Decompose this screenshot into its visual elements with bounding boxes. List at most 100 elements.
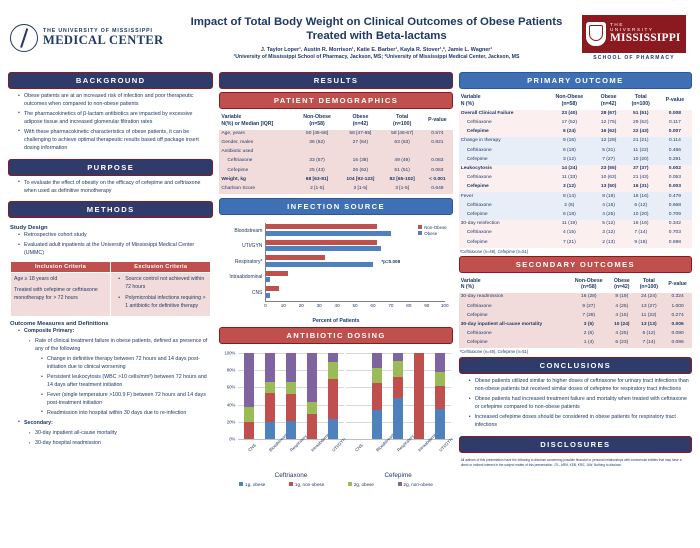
col-variable-l1: Variable bbox=[221, 114, 242, 120]
chart-y-tick: 100% bbox=[224, 350, 236, 356]
cell-total: 63 (63) bbox=[394, 140, 410, 145]
list-item: Retrospective cohort study bbox=[18, 232, 211, 240]
cell-variable: Overall Clinical Failure bbox=[460, 110, 514, 116]
cell-nonobese: 33 (57) bbox=[309, 158, 325, 164]
um-logo-line2: UNIVERSITY bbox=[610, 27, 654, 33]
cell-obese: 10 (24) bbox=[614, 321, 630, 327]
cell-total: 82 [65-102] bbox=[389, 176, 415, 182]
chart-legend-item: Obese bbox=[418, 231, 446, 236]
chart-bar bbox=[266, 239, 377, 245]
col-nonobese-l1: Non-Obese bbox=[574, 277, 603, 284]
cell-obese: 2 (13) bbox=[602, 239, 615, 245]
background-body: Obese patients are at an increased risk … bbox=[8, 92, 213, 159]
chart-y-tick: 20% bbox=[226, 419, 236, 425]
chart-stacked-bar bbox=[414, 352, 425, 439]
chart-x-tick: 10 bbox=[280, 302, 286, 308]
table-row: Cefepime 6 (24) 16 (62) 22 (43) 0.007 bbox=[458, 127, 693, 138]
table-header-row: Variable N (%) Non-Obese (n=58) Obese (n… bbox=[458, 275, 693, 294]
chart-stack-segment bbox=[372, 367, 383, 384]
cell-obese: 4 (25) bbox=[615, 331, 629, 337]
primary-outcome-footnote: *Ceftriaxone (n=49), Cefepime (n=51) bbox=[459, 248, 529, 254]
cell-nonobese: 7 (28) bbox=[582, 312, 596, 318]
cell-obese: 28 (67) bbox=[600, 110, 617, 116]
cell-total: 22 (43) bbox=[632, 129, 649, 135]
infection-source-annotation: *p=0.008 bbox=[381, 258, 401, 264]
cell-obese: 104 [92-123] bbox=[346, 176, 375, 182]
col-pvalue: P-value bbox=[657, 92, 693, 110]
cell-total: 16 (31) bbox=[632, 184, 649, 190]
um-crest-icon bbox=[586, 22, 606, 46]
composite-primary-text: Composite Primary: bbox=[24, 328, 75, 335]
cell-pvalue: 0.007 bbox=[668, 129, 681, 135]
section-header-patient-demographics: PATIENT DEMOGRAPHICS bbox=[219, 92, 453, 109]
table-row: Ceftriaxone 6 (18) 5 (31) 11 (22) 0.466 bbox=[458, 146, 693, 156]
cell-pvalue: 0.709 bbox=[668, 212, 681, 218]
secondary-outcomes-footnote: *Ceftriaxone (n=49), Cefepime (n=51) bbox=[459, 349, 529, 355]
cell-total: 7 (14) bbox=[642, 340, 656, 346]
cell-nonobese: 9 (27) bbox=[582, 303, 596, 309]
cell-total: 51 (51) bbox=[632, 110, 649, 116]
cell-nonobese: 4 (15) bbox=[562, 230, 576, 236]
col-nonobese: Non-Obese (n=58) bbox=[545, 92, 594, 110]
cell-total: 49 (49) bbox=[394, 158, 410, 164]
chart-x-tick: 30 bbox=[316, 302, 322, 308]
outcomes-list: Composite Primary: Rate of clinical trea… bbox=[18, 328, 211, 448]
cell-total: 9 (18) bbox=[634, 239, 648, 245]
column-left: BACKGROUND Obese patients are at an incr… bbox=[8, 72, 214, 489]
cell-variable: Cefepime bbox=[466, 129, 489, 135]
table-row: Ceftriaxone 2 (6) 4 (15) 6 (12) 0.668 bbox=[458, 201, 693, 211]
chart-stack-segment bbox=[285, 394, 296, 421]
secondary-items: 30-day inpatient all-cause mortality 30-… bbox=[29, 430, 211, 448]
list-item: 30-day inpatient all-cause mortality bbox=[29, 430, 211, 438]
section-header-conclusions: CONCLUSIONS bbox=[458, 357, 693, 375]
cell-variable: Ceftriaxone bbox=[466, 303, 492, 309]
chart-stack-segment bbox=[328, 419, 339, 439]
legend-swatch bbox=[347, 482, 352, 487]
antibiotic-dosing-chart: 0% 20% 40% 60% 80% 100% CNS Bloodstream Respira… bbox=[219, 346, 454, 489]
list-item: Change in definitive therapy between 72 … bbox=[41, 356, 211, 372]
chart-legend-item: Non-Obese bbox=[418, 225, 447, 230]
chart-stack-segment bbox=[372, 409, 383, 439]
secondary-text: Secondary: bbox=[24, 419, 53, 426]
cell-pvalue: 0.342 bbox=[668, 221, 681, 227]
table-row: Overall Clinical Failure 23 (40) 28 (67) 51… bbox=[458, 109, 693, 119]
chart-stack-segment bbox=[285, 352, 296, 383]
cell-obese: 16 (38) bbox=[352, 158, 369, 164]
cell-variable: Weight, kg bbox=[221, 176, 247, 182]
chart-y-tick: 40% bbox=[226, 402, 236, 408]
cell-total: 13 (27) bbox=[641, 303, 657, 309]
cell-pvalue: 0.703 bbox=[668, 230, 681, 236]
cell-obese: 4 (25) bbox=[602, 212, 615, 218]
legend-label: 2g, non-obese bbox=[403, 481, 433, 487]
cell-variable: Cefepime bbox=[466, 156, 488, 162]
cell-total: 21 (43) bbox=[632, 175, 649, 181]
cell-total: 10 (20) bbox=[632, 156, 649, 162]
chart-stack-segment bbox=[435, 352, 446, 372]
cell-obese: 4 (15) bbox=[602, 202, 615, 208]
list-item: Obese patients are at an increased risk … bbox=[18, 93, 211, 109]
legend-label: 1g, non-obese bbox=[294, 481, 325, 487]
chart-bar bbox=[266, 261, 374, 267]
cell-nonobese: 2 (6) bbox=[583, 331, 594, 337]
chart-category-label: Respiratory* bbox=[234, 258, 263, 265]
col-variable-l1: Variable bbox=[460, 277, 481, 284]
table-row: Cefepime 1 (4) 6 (23) 7 (14) 0.096 bbox=[458, 339, 693, 349]
list-item: Rate of clinical treatment failure in ob… bbox=[29, 338, 211, 354]
patient-demographics-rows: Age, years 60 [45-68] 58 [47-65] 58 [46-67]… bbox=[219, 129, 453, 194]
chart-stack-segment bbox=[393, 397, 404, 439]
col-obese-l2: (n=42) bbox=[352, 120, 369, 127]
cell-pvalue: 0.466 bbox=[668, 147, 681, 153]
cell-variable: 30-day reinfection bbox=[460, 221, 500, 227]
cell-nonobese: 1 (4) bbox=[583, 340, 594, 346]
exclusion-item: Polymicrobial infections requiring > 1 a… bbox=[118, 295, 207, 311]
secondary-outcomes-table: Variable N (%) Non-Obese (n=58) Obese (n… bbox=[458, 275, 693, 349]
chart-stack-segment bbox=[264, 352, 275, 383]
cell-pvalue: 0.479 bbox=[668, 193, 681, 199]
chart-y-tick: 80% bbox=[226, 367, 236, 373]
outcome-measures-title: Outcome Measures and Definitions bbox=[10, 321, 109, 328]
col-nonobese-l1: Non-Obese bbox=[555, 94, 584, 100]
cell-variable: Ceftriaxone bbox=[466, 120, 492, 125]
chart-bar bbox=[266, 224, 377, 230]
table-row: Cefepime 25 (43) 26 (62) 51 (51) 0.063 bbox=[219, 166, 453, 176]
